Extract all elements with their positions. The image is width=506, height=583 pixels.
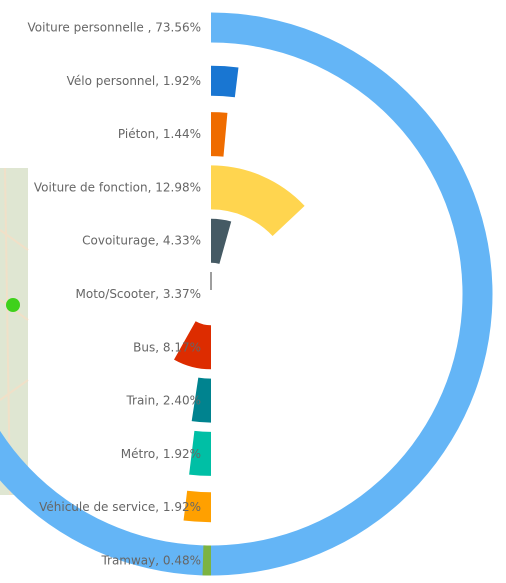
- bar-label: Métro, 1.92%: [121, 447, 201, 461]
- bar-label: Train, 2.40%: [125, 394, 201, 408]
- map-marker[interactable]: [6, 298, 20, 312]
- bar-label: Voiture personnelle , 73.56%: [27, 21, 201, 35]
- radial-bar: [203, 545, 211, 575]
- radial-bar: [211, 112, 227, 157]
- radial-bar: [0, 13, 493, 576]
- bar-label: Moto/Scooter, 3.37%: [76, 287, 201, 301]
- bar-label: Véhicule de service, 1.92%: [39, 500, 201, 514]
- bar-label: Tramway, 0.48%: [100, 554, 201, 568]
- radial-bar: [211, 219, 231, 264]
- bar-label: Piéton, 1.44%: [118, 127, 201, 141]
- bar-label: Voiture de fonction, 12.98%: [34, 180, 201, 194]
- radial-bar: [211, 66, 238, 97]
- widget: Voiture personnelle , 73.56% Vélo personn…: [0, 0, 506, 583]
- bar-label: Bus, 8.17%: [133, 340, 201, 354]
- chart: Voiture personnelle , 73.56% Vélo personn…: [0, 0, 506, 583]
- bar-label: Covoiturage, 4.33%: [82, 234, 201, 248]
- bar-label: Vélo personnel, 1.92%: [67, 74, 201, 88]
